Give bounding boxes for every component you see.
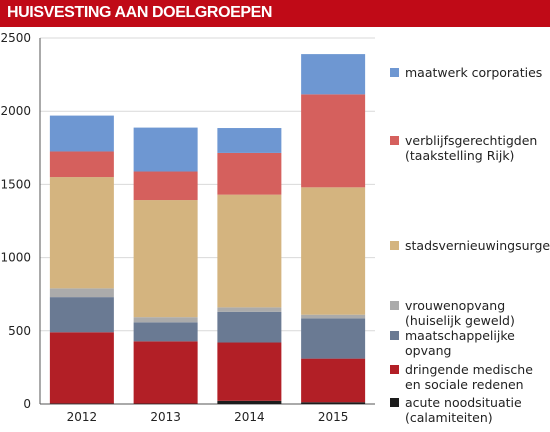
bar-segment-2014-s2 [217, 311, 282, 343]
chart-title: HUISVESTING AAN DOELGROEPEN [7, 4, 273, 21]
x-tick-label: 2012 [67, 410, 98, 424]
legend-swatch [390, 136, 399, 145]
x-tick-label: 2015 [318, 410, 349, 424]
bar-segment-2012-s0 [49, 403, 114, 404]
bar-segment-2013-s2 [133, 322, 198, 342]
bar-segment-2014-s3 [217, 307, 282, 312]
bar-segment-2012-s4 [49, 177, 114, 289]
bar-segment-2012-s1 [49, 332, 114, 404]
y-tick-label: 1500 [0, 177, 31, 191]
legend-swatch [390, 301, 399, 310]
bar-segment-2013-s6 [133, 127, 198, 172]
bar-segment-2015-s2 [301, 318, 366, 359]
legend-swatch [390, 68, 399, 77]
bar-segment-2015-s0 [301, 402, 366, 404]
bar-segment-2012-s2 [49, 297, 114, 333]
bar-segment-2015-s3 [301, 314, 366, 319]
bar-segment-2012-s5 [49, 151, 114, 178]
legend-label: stadsvernieuwingsurgent [405, 238, 550, 253]
legend-label: maatschappelijke opvang [405, 328, 515, 358]
bar-segment-2013-s1 [133, 341, 198, 404]
y-tick-label: 2500 [0, 31, 31, 45]
legend-label: acute noodsituatie (calamiteiten) [405, 395, 522, 425]
bar-segment-2015-s1 [301, 358, 366, 403]
y-tick-label: 1000 [0, 251, 31, 265]
legend-label: verblijfsgerechtigden (taakstelling Rijk… [405, 133, 538, 163]
x-tick-label: 2013 [150, 410, 181, 424]
bar-segment-2015-s5 [301, 94, 366, 188]
legend-swatch [390, 398, 399, 407]
legend-swatch [390, 365, 399, 374]
bar-segment-2014-s4 [217, 194, 282, 308]
legend-label: vrouwenopvang (huiselijk geweld) [405, 298, 515, 328]
bar-segment-2014-s5 [217, 152, 282, 195]
bar-segment-2012-s3 [49, 288, 114, 298]
legend-label: dringende medische en sociale redenen [405, 362, 533, 392]
bar-segment-2013-s5 [133, 171, 198, 201]
bar-segment-2014-s1 [217, 342, 282, 401]
legend-swatch [390, 331, 399, 340]
x-tick-label: 2014 [234, 410, 265, 424]
title-bar: HUISVESTING AAN DOELGROEPEN [0, 0, 550, 27]
y-tick-label: 2000 [0, 104, 31, 118]
legend-label: maatwerk corporaties [405, 65, 543, 80]
bar-segment-2015-s4 [301, 187, 366, 315]
bar-segment-2015-s6 [301, 54, 366, 95]
bar-segment-2013-s4 [133, 200, 198, 318]
y-tick-label: 500 [8, 324, 31, 338]
y-tick-label: 0 [23, 397, 31, 411]
bar-segment-2014-s6 [217, 128, 282, 153]
legend-swatch [390, 241, 399, 250]
bar-segment-2012-s6 [49, 115, 114, 152]
bar-segment-2014-s0 [217, 400, 282, 404]
bar-segment-2013-s3 [133, 317, 198, 323]
